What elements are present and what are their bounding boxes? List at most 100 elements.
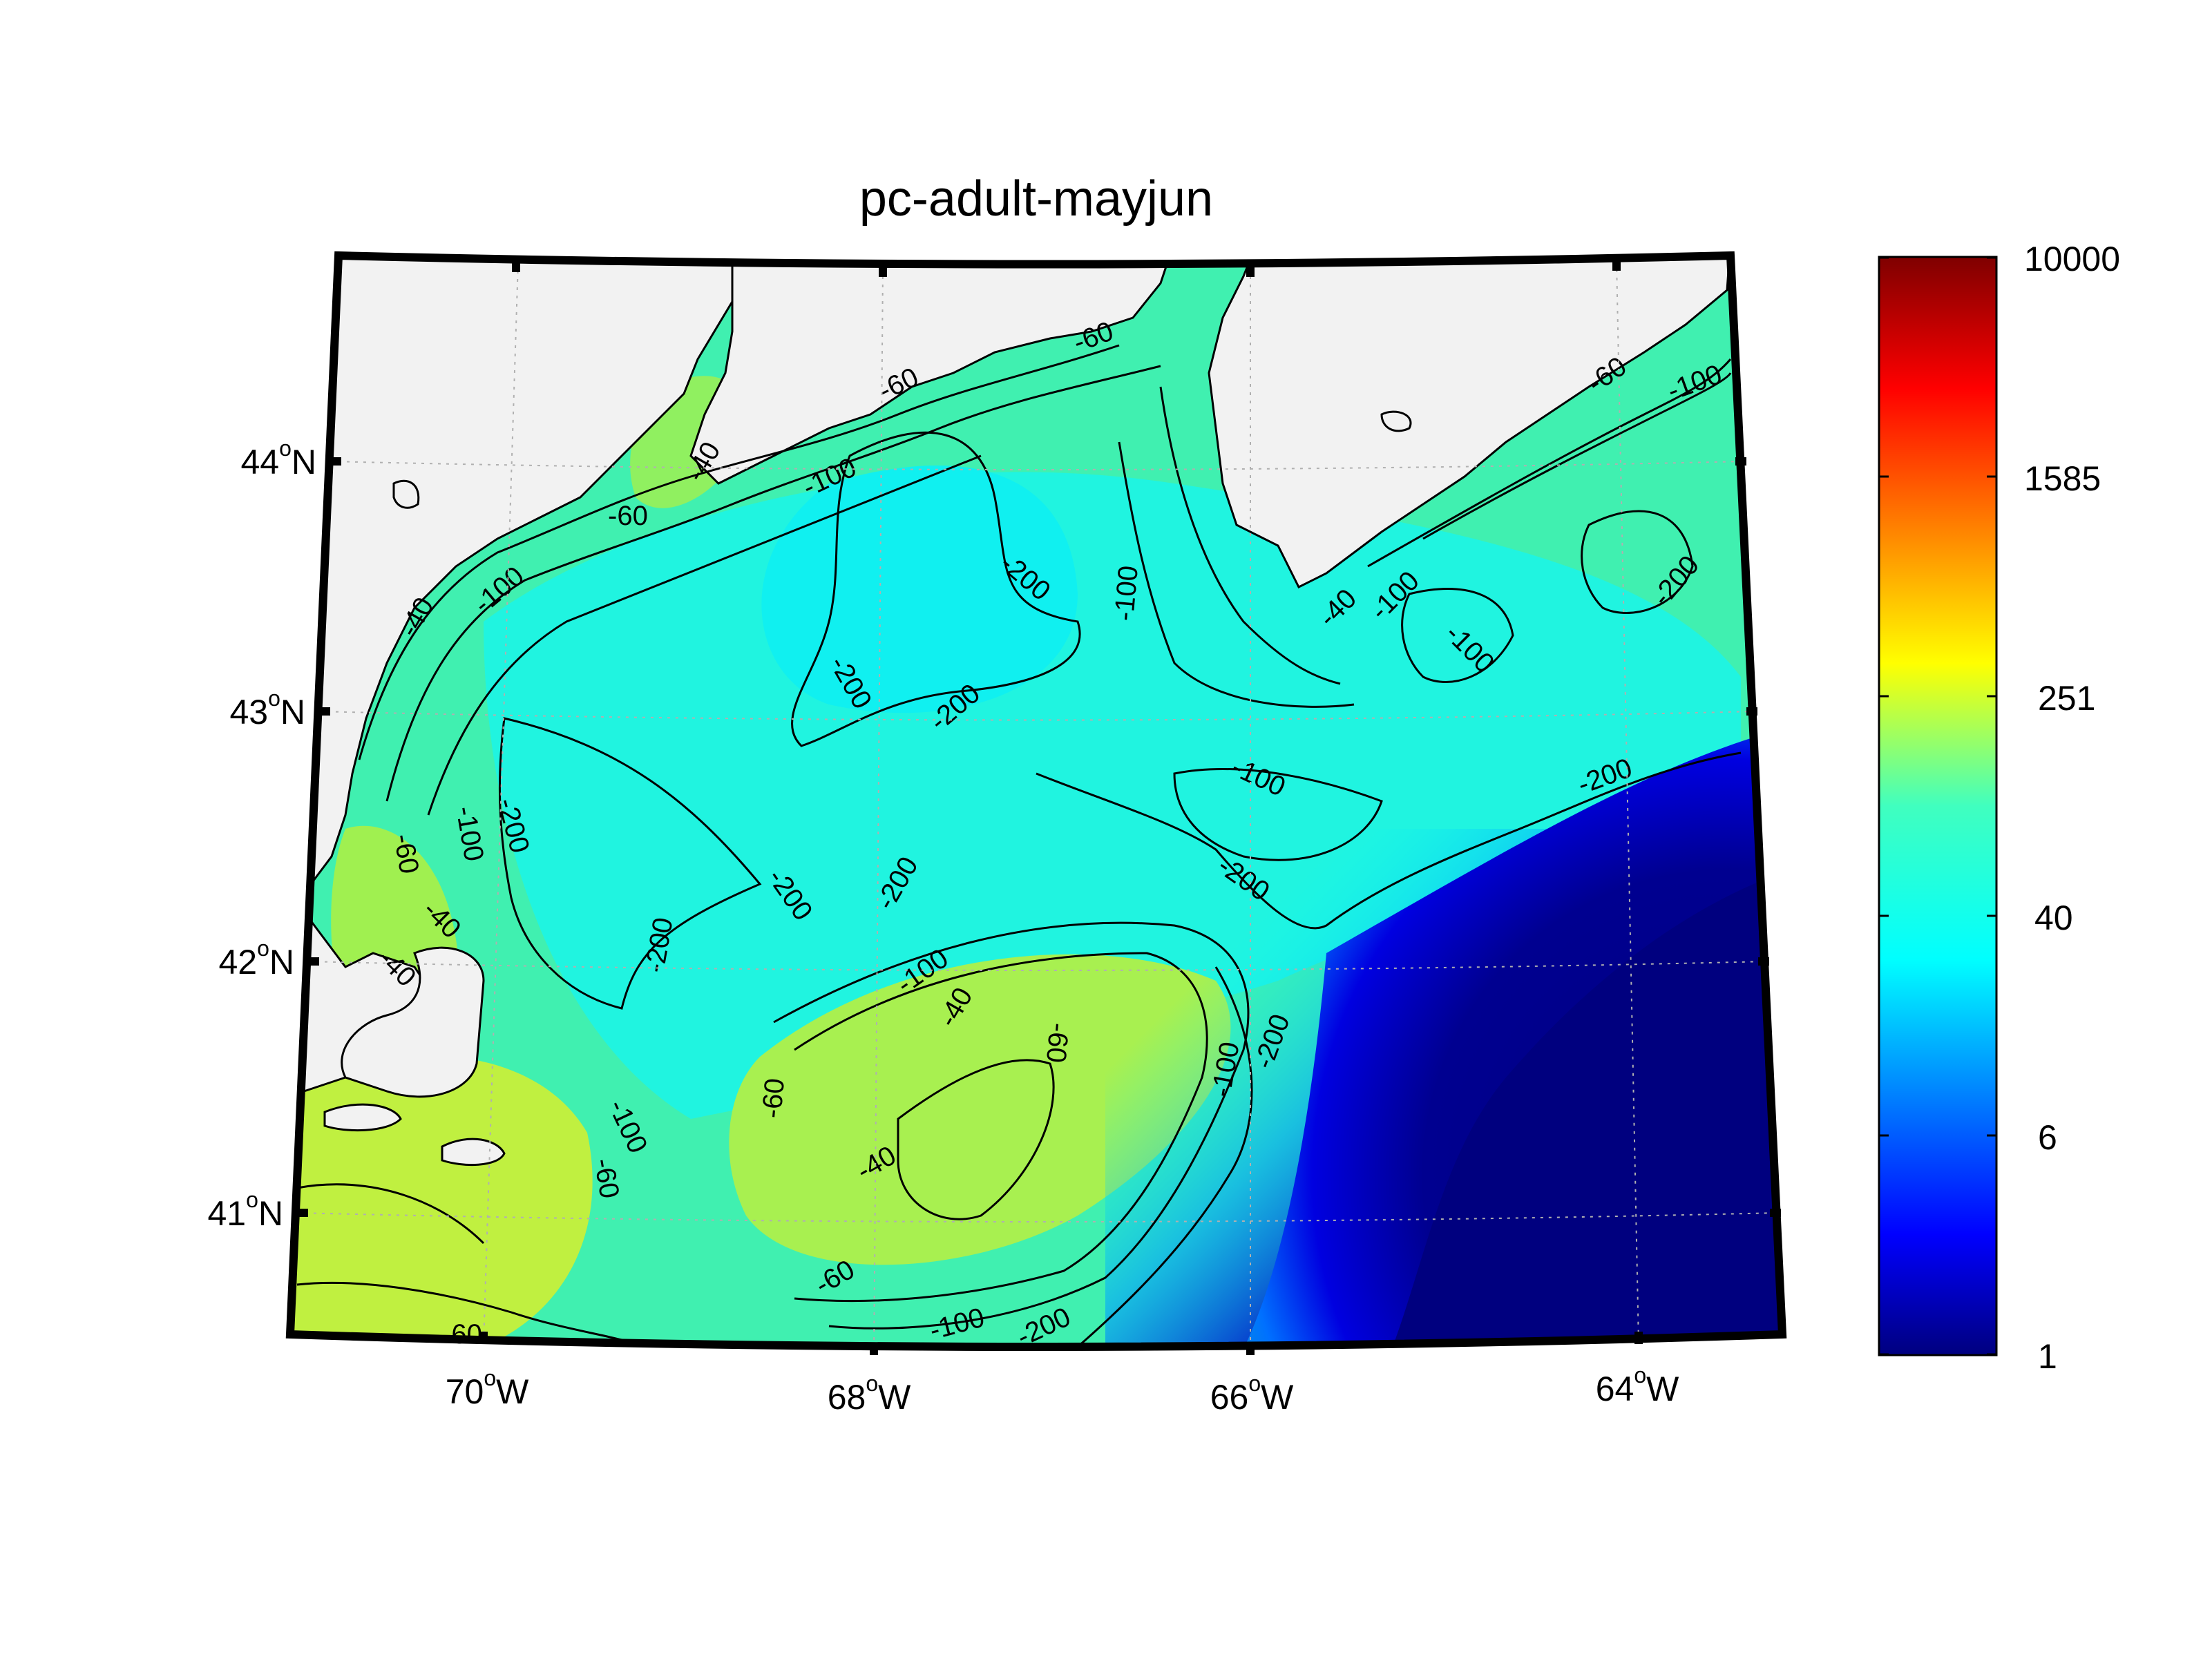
degree-mark: o xyxy=(1248,1371,1261,1396)
contour-label: -60 xyxy=(388,832,424,876)
latitude-hemisphere: N xyxy=(292,443,316,481)
colorbar: 10000 1585 251 40 6 1 xyxy=(1878,240,2120,1376)
degree-mark: o xyxy=(1634,1363,1646,1388)
contour-label: -100 xyxy=(1109,564,1144,622)
land-downeast-maine xyxy=(689,256,1176,485)
contour-line xyxy=(897,1059,1055,1220)
contour-label: -60 xyxy=(442,1319,482,1350)
longitude-hemisphere: W xyxy=(1646,1370,1679,1408)
latitude-label: 41oN xyxy=(207,1187,283,1233)
contour-label: -60 xyxy=(608,501,648,531)
latitude-degree: 44 xyxy=(240,443,279,481)
contour-line xyxy=(773,921,1250,1330)
degree-mark: o xyxy=(246,1187,258,1212)
frame-tick xyxy=(870,1343,878,1355)
contour-line xyxy=(385,365,1161,802)
contour-lines xyxy=(296,344,1742,1348)
latitude-hemisphere: N xyxy=(258,1194,283,1233)
colorbar-label: 1585 xyxy=(2024,459,2101,498)
colorbar-label: 10000 xyxy=(2024,240,2120,278)
grid-line xyxy=(330,461,1744,470)
longitude-hemisphere: W xyxy=(1261,1378,1294,1417)
contour-line xyxy=(794,952,1208,1303)
degree-mark: o xyxy=(279,436,292,461)
frame-tick xyxy=(1246,1343,1255,1355)
longitude-label: 68oW xyxy=(828,1371,911,1417)
contour-line xyxy=(1036,751,1742,930)
frame-tick xyxy=(308,957,319,966)
longitude-degree: 68 xyxy=(828,1378,866,1417)
contour-label: -60 xyxy=(588,1156,624,1201)
contour-line xyxy=(498,717,762,1010)
longitude-degree: 64 xyxy=(1596,1370,1634,1408)
frame-tick xyxy=(879,266,887,277)
latitude-hemisphere: N xyxy=(269,943,294,981)
frame-tick xyxy=(1735,457,1746,466)
latitude-label: 43oN xyxy=(229,686,305,731)
frame-tick xyxy=(512,261,520,272)
grid-line xyxy=(873,267,884,1354)
latitude-degree: 43 xyxy=(229,693,268,731)
colorbar-label: 6 xyxy=(2038,1118,2057,1157)
georges-bank xyxy=(729,954,1231,1265)
degree-mark: o xyxy=(268,686,280,711)
contour-label: -60 xyxy=(1040,1022,1074,1064)
longitude-hemisphere: W xyxy=(878,1378,911,1417)
contour-line xyxy=(296,1183,485,1245)
contour-line xyxy=(1173,768,1383,861)
map-frame xyxy=(285,251,1787,1351)
colorbar-label: 40 xyxy=(2034,899,2073,937)
latitude-label: 44oN xyxy=(240,436,316,481)
colorbar-labels: 10000 1585 251 40 6 1 xyxy=(2024,240,2120,1376)
land-cape-cod xyxy=(341,946,485,1098)
longitude-labels: 70oW 68oW 66oW 64oW xyxy=(446,1363,1679,1417)
frame-tick xyxy=(1634,1332,1643,1344)
frame-tick xyxy=(1746,707,1757,716)
contour-line xyxy=(1401,588,1514,683)
degree-mark: o xyxy=(484,1365,496,1390)
latitude-degree: 41 xyxy=(207,1194,246,1233)
frame-tick xyxy=(1770,1209,1781,1217)
degree-mark: o xyxy=(257,936,269,961)
longitude-label: 70oW xyxy=(446,1365,529,1411)
land-nova-scotia xyxy=(1208,256,1732,589)
frame-tick xyxy=(479,1332,488,1344)
grid-line xyxy=(483,262,519,1344)
contour-line xyxy=(1077,966,1253,1348)
contour-line xyxy=(1367,358,1732,568)
frame-tick xyxy=(297,1209,308,1217)
colorbar-label: 251 xyxy=(2038,679,2095,718)
land-small-island xyxy=(1380,410,1412,432)
contour-line xyxy=(1159,386,1341,685)
latitude-label: 42oN xyxy=(218,936,294,981)
frame-tick xyxy=(1246,266,1255,277)
land-nantucket xyxy=(441,1138,506,1166)
contour-line xyxy=(1118,441,1355,708)
contour-line xyxy=(791,431,1081,747)
frame-tick xyxy=(1758,957,1769,966)
contour-line xyxy=(427,454,982,816)
frame-tick xyxy=(319,707,330,716)
grid-line xyxy=(1616,260,1639,1344)
longitude-label: 64oW xyxy=(1596,1363,1679,1408)
grid-line xyxy=(307,961,1766,971)
contour-label: -60 xyxy=(756,1077,790,1119)
colorbar-gradient xyxy=(1878,256,1998,1356)
colorbar-label: 1 xyxy=(2038,1337,2057,1376)
longitude-hemisphere: W xyxy=(496,1372,529,1411)
longitude-degree: 70 xyxy=(446,1372,484,1411)
grid-line xyxy=(296,1212,1777,1222)
longitude-label: 66oW xyxy=(1210,1371,1294,1417)
longitude-degree: 66 xyxy=(1210,1378,1249,1417)
frame-tick xyxy=(1612,260,1621,271)
frame-tick xyxy=(330,457,341,466)
deep-ocean-core xyxy=(1382,863,1782,1347)
latitude-hemisphere: N xyxy=(280,693,305,731)
contour-line xyxy=(1422,372,1732,540)
colorbar-ticks xyxy=(1879,256,1996,1356)
contour-line xyxy=(296,1281,622,1341)
land-marthas-vineyard xyxy=(323,1103,402,1131)
map-title: pc-adult-mayjun xyxy=(859,171,1213,227)
degree-mark: o xyxy=(866,1371,878,1396)
